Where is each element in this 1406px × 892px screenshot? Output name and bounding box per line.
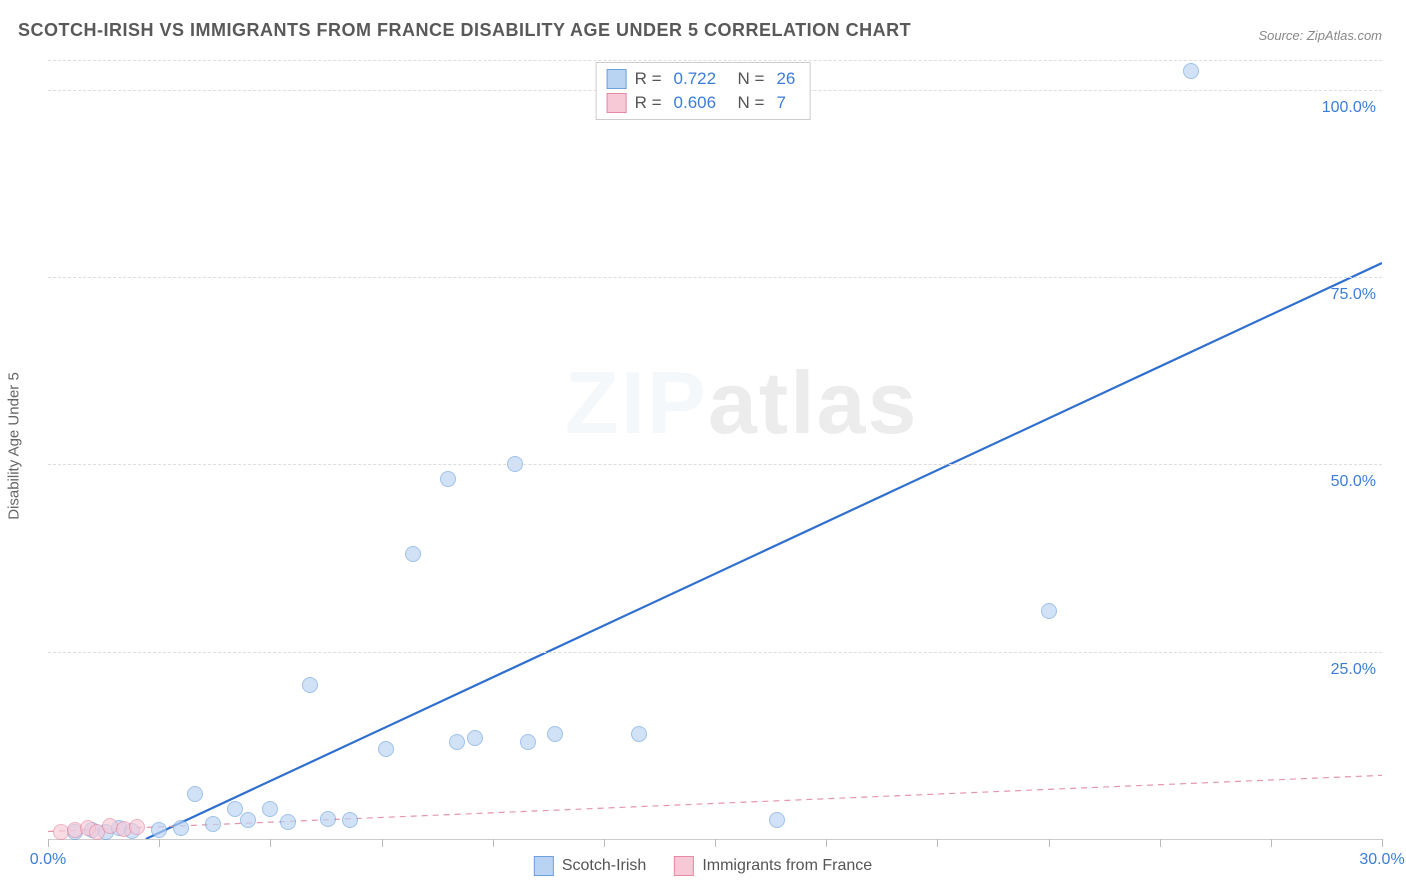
scatter-point — [449, 734, 465, 750]
x-tick — [1382, 839, 1383, 847]
legend-label: Immigrants from France — [702, 857, 872, 875]
y-tick-label: 100.0% — [1322, 99, 1376, 117]
scatter-point — [302, 677, 318, 693]
x-tick-label: 0.0% — [30, 851, 66, 869]
grid-line — [48, 464, 1382, 465]
legend-swatch — [607, 93, 627, 113]
r-value: 0.722 — [674, 67, 717, 91]
grid-line — [48, 652, 1382, 653]
scatter-plot — [48, 60, 1382, 839]
x-tick — [493, 839, 494, 847]
x-tick — [1271, 839, 1272, 847]
scatter-point — [187, 786, 203, 802]
n-label: N = — [728, 67, 764, 91]
x-tick — [604, 839, 605, 847]
scatter-point — [205, 816, 221, 832]
n-value: 7 — [776, 91, 785, 115]
scatter-point — [173, 820, 189, 836]
r-label: R = — [635, 67, 662, 91]
y-axis-title: Disability Age Under 5 — [6, 372, 23, 520]
scatter-point — [520, 734, 536, 750]
scatter-point — [769, 812, 785, 828]
x-tick — [159, 839, 160, 847]
scatter-point — [151, 822, 167, 838]
x-tick — [826, 839, 827, 847]
scatter-point — [378, 741, 394, 757]
chart-title: SCOTCH-IRISH VS IMMIGRANTS FROM FRANCE D… — [18, 20, 911, 41]
legend-item: Immigrants from France — [674, 856, 872, 876]
scatter-point — [631, 726, 647, 742]
stats-legend: R = 0.722 N = 26 R = 0.606 N = 7 — [596, 62, 811, 120]
scatter-point — [262, 801, 278, 817]
source-attribution: Source: ZipAtlas.com — [1258, 28, 1382, 43]
scatter-point — [227, 801, 243, 817]
stats-legend-row: R = 0.606 N = 7 — [607, 91, 800, 115]
legend-label: Scotch-Irish — [562, 857, 646, 875]
x-tick — [937, 839, 938, 847]
scatter-point — [467, 730, 483, 746]
scatter-point — [342, 812, 358, 828]
series-legend: Scotch-Irish Immigrants from France — [534, 856, 872, 876]
grid-line — [48, 60, 1382, 61]
x-tick — [1049, 839, 1050, 847]
chart-area: ZIPatlas 25.0%50.0%75.0%100.0%0.0%30.0% — [48, 60, 1382, 840]
x-tick — [715, 839, 716, 847]
legend-swatch — [607, 69, 627, 89]
scatter-point — [440, 471, 456, 487]
scatter-point — [129, 819, 145, 835]
scatter-point — [1041, 603, 1057, 619]
scatter-point — [1183, 63, 1199, 79]
scatter-point — [240, 812, 256, 828]
legend-item: Scotch-Irish — [534, 856, 646, 876]
n-label: N = — [728, 91, 764, 115]
r-value: 0.606 — [674, 91, 717, 115]
x-tick — [48, 839, 49, 847]
n-value: 26 — [776, 67, 795, 91]
grid-line — [48, 277, 1382, 278]
x-tick — [382, 839, 383, 847]
stats-legend-row: R = 0.722 N = 26 — [607, 67, 800, 91]
x-tick-label: 30.0% — [1359, 851, 1404, 869]
scatter-point — [320, 811, 336, 827]
y-tick-label: 50.0% — [1331, 473, 1376, 491]
scatter-point — [547, 726, 563, 742]
r-label: R = — [635, 91, 662, 115]
legend-swatch — [534, 856, 554, 876]
y-tick-label: 75.0% — [1331, 286, 1376, 304]
x-tick — [270, 839, 271, 847]
scatter-point — [280, 814, 296, 830]
scatter-point — [405, 546, 421, 562]
legend-swatch — [674, 856, 694, 876]
x-tick — [1160, 839, 1161, 847]
y-tick-label: 25.0% — [1331, 661, 1376, 679]
